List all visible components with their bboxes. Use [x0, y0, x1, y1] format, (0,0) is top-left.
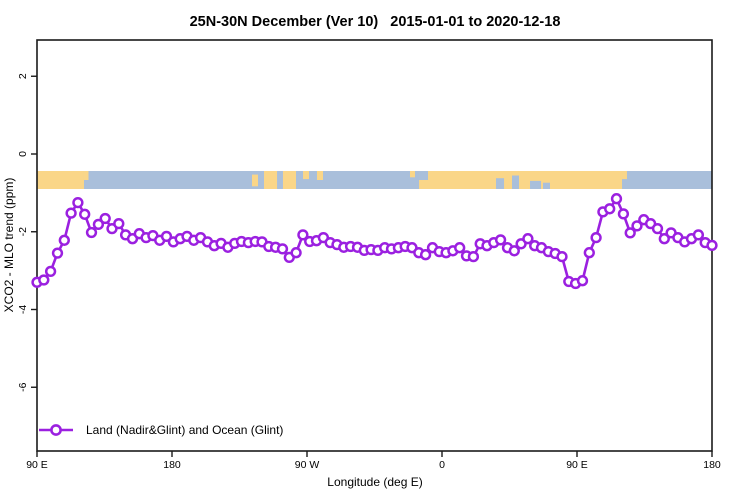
- data-point-marker: [419, 249, 432, 261]
- x-tick-label: 90 E: [26, 459, 48, 471]
- x-tick-label: 180: [163, 459, 181, 471]
- data-point-marker: [706, 239, 718, 252]
- data-point-marker: [610, 193, 623, 205]
- data-point-marker: [651, 222, 664, 235]
- legend-marker-icon: [50, 424, 62, 436]
- data-point-marker: [276, 243, 289, 255]
- data-point-marker: [583, 247, 595, 259]
- data-point-marker: [79, 208, 91, 220]
- data-point-marker: [556, 250, 568, 263]
- y-tick-label: 2: [17, 73, 29, 79]
- y-tick-label: 0: [17, 151, 29, 157]
- y-axis-title: XCO2 - MLO trend (ppm): [2, 178, 16, 313]
- data-point-marker: [692, 229, 705, 241]
- ocean-notch: [419, 171, 429, 180]
- data-point-marker: [454, 242, 466, 254]
- data-point-marker: [590, 231, 602, 244]
- data-point-marker: [297, 229, 309, 241]
- land-segment: [251, 174, 258, 187]
- data-point-marker: [44, 265, 57, 278]
- legend-label: Land (Nadir&Glint) and Ocean (Glint): [86, 423, 283, 437]
- y-tick-label: -2: [17, 227, 29, 236]
- x-tick-label: 90 E: [566, 459, 588, 471]
- data-point-marker: [604, 203, 616, 215]
- x-axis: 90 E 180 90 W 0 90 E 180: [26, 451, 721, 471]
- data-point-marker: [65, 207, 77, 219]
- data-point-marker: [99, 212, 111, 225]
- land-segment: [316, 171, 323, 180]
- land-segment: [37, 171, 84, 189]
- data-point-marker: [290, 247, 302, 259]
- x-tick-label: 90 W: [295, 459, 320, 471]
- chart-title: 25N-30N December (Ver 10) 2015-01-01 to …: [190, 14, 561, 30]
- land-segment: [419, 171, 623, 189]
- data-point-marker: [624, 227, 636, 239]
- ocean-notch: [496, 178, 505, 189]
- legend: Land (Nadir&Glint) and Ocean (Glint): [39, 423, 283, 437]
- data-point-marker: [617, 208, 630, 220]
- data-point-marker: [58, 234, 70, 246]
- land-segment: [410, 171, 415, 178]
- ocean-notch: [511, 175, 520, 189]
- data-point-marker: [85, 226, 98, 239]
- land-segment: [303, 171, 310, 180]
- land-segment: [622, 171, 627, 180]
- data-point-marker: [113, 217, 125, 230]
- data-point-marker: [494, 234, 507, 246]
- data-point-marker: [38, 274, 50, 286]
- x-tick-label: 0: [439, 459, 445, 471]
- x-axis-title: Longitude (deg E): [327, 475, 422, 489]
- land-segment: [83, 171, 89, 180]
- ocean-notch: [530, 180, 542, 189]
- data-point-marker: [522, 233, 534, 245]
- data-point-marker: [160, 230, 173, 243]
- land-segment: [282, 171, 296, 189]
- y-tick-label: -6: [17, 382, 29, 391]
- data-point-marker: [467, 250, 480, 263]
- x-tick-label: 180: [703, 459, 721, 471]
- data-point-marker: [631, 220, 643, 232]
- map-strip: [37, 171, 712, 189]
- data-point-marker: [72, 196, 84, 209]
- y-tick-label: -4: [17, 305, 29, 314]
- land-segment: [264, 171, 278, 189]
- data-point-marker: [92, 218, 105, 231]
- data-point-marker: [51, 247, 64, 259]
- ocean-notch: [542, 182, 550, 189]
- data-series-land-ocean: [31, 193, 718, 290]
- data-point-marker: [576, 275, 589, 287]
- data-point-marker: [508, 245, 520, 257]
- y-axis: 2 0 -2 -4 -6: [17, 73, 37, 392]
- data-point-marker: [658, 233, 670, 245]
